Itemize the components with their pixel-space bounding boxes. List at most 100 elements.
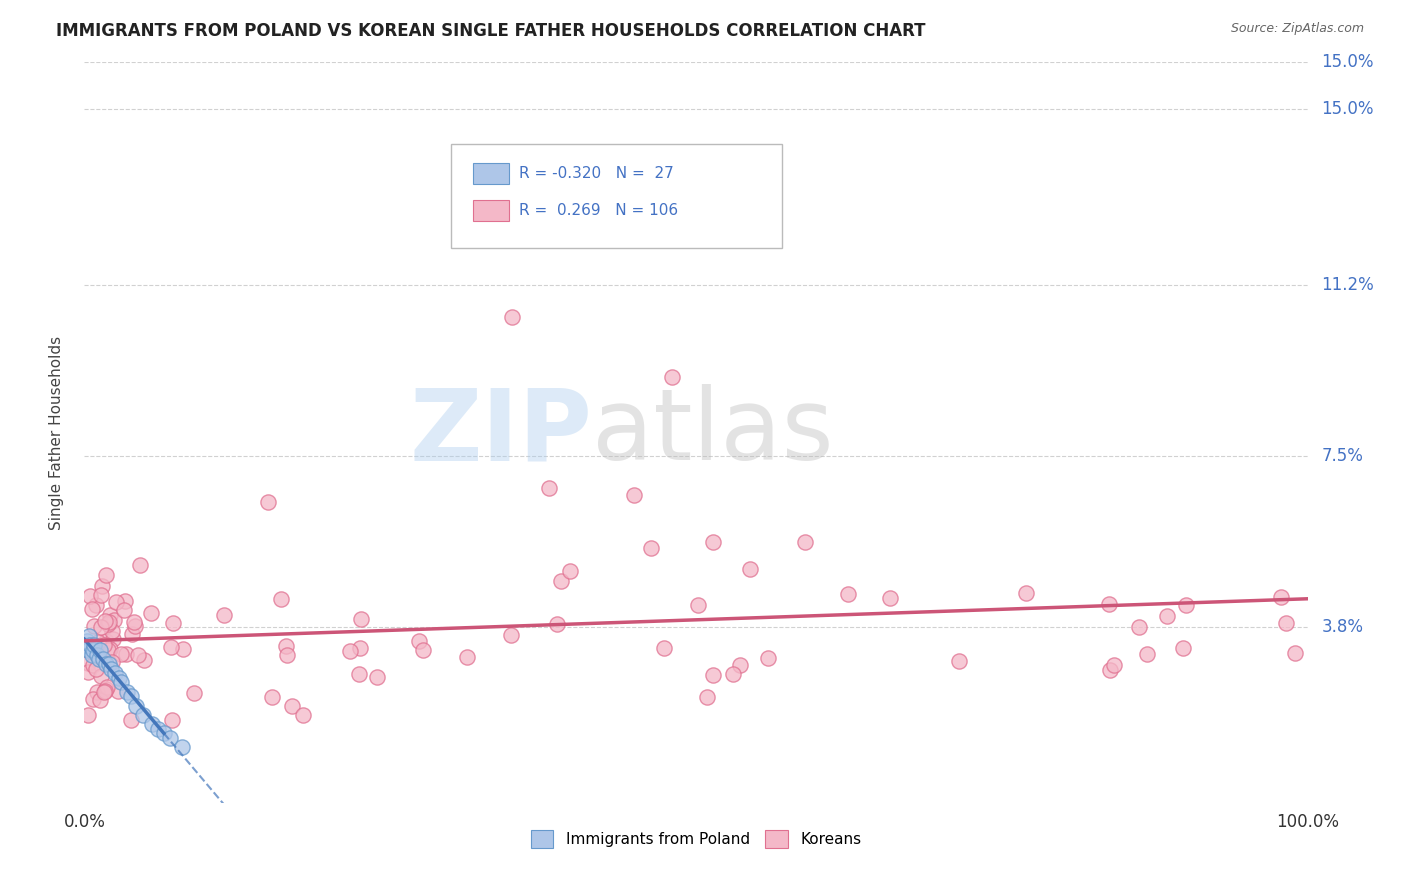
Point bbox=[349, 640, 371, 655]
FancyBboxPatch shape bbox=[474, 200, 509, 221]
Point bbox=[623, 488, 645, 502]
Point bbox=[270, 591, 292, 606]
Point bbox=[661, 370, 683, 384]
Point bbox=[1098, 598, 1121, 612]
FancyBboxPatch shape bbox=[474, 162, 509, 185]
Point bbox=[83, 619, 105, 633]
Point bbox=[77, 629, 100, 643]
Point bbox=[281, 698, 304, 713]
Point bbox=[948, 654, 970, 668]
Point bbox=[80, 602, 103, 616]
Point bbox=[84, 662, 107, 676]
Point bbox=[100, 662, 122, 676]
Point bbox=[153, 726, 176, 740]
Point bbox=[89, 693, 111, 707]
Point bbox=[879, 591, 901, 606]
Point bbox=[721, 667, 744, 681]
Point bbox=[702, 668, 724, 682]
Point bbox=[756, 650, 779, 665]
Point bbox=[640, 541, 662, 556]
Point bbox=[87, 635, 110, 649]
Point bbox=[499, 628, 522, 642]
Point bbox=[793, 535, 815, 549]
Point bbox=[98, 608, 121, 623]
Text: 11.2%: 11.2% bbox=[1322, 276, 1374, 293]
Point bbox=[550, 574, 572, 588]
Point bbox=[366, 670, 388, 684]
Point bbox=[110, 647, 132, 661]
Point bbox=[1284, 646, 1306, 660]
Point bbox=[837, 587, 859, 601]
Point bbox=[546, 616, 568, 631]
Point bbox=[1171, 641, 1194, 656]
Text: 15.0%: 15.0% bbox=[1322, 100, 1374, 118]
Point bbox=[100, 624, 122, 639]
Text: Source: ZipAtlas.com: Source: ZipAtlas.com bbox=[1230, 22, 1364, 36]
Text: 7.5%: 7.5% bbox=[1322, 447, 1364, 465]
Point bbox=[172, 740, 194, 755]
Point bbox=[1274, 616, 1296, 631]
Point bbox=[159, 731, 181, 745]
Point bbox=[84, 598, 107, 612]
Point bbox=[1015, 586, 1038, 600]
Point bbox=[77, 708, 100, 723]
Point bbox=[120, 690, 142, 704]
Point bbox=[408, 634, 430, 648]
Point bbox=[1175, 598, 1198, 612]
Point bbox=[86, 685, 108, 699]
Text: R = -0.320   N =  27: R = -0.320 N = 27 bbox=[519, 166, 673, 181]
Point bbox=[100, 655, 122, 669]
Point bbox=[120, 713, 142, 727]
Point bbox=[183, 686, 205, 700]
Point bbox=[112, 603, 135, 617]
Point bbox=[257, 495, 280, 509]
Point bbox=[702, 534, 724, 549]
Point bbox=[412, 643, 434, 657]
Point bbox=[696, 690, 718, 705]
Legend: Immigrants from Poland, Koreans: Immigrants from Poland, Koreans bbox=[524, 823, 868, 855]
Point bbox=[75, 639, 97, 653]
Point bbox=[124, 619, 146, 633]
Point bbox=[139, 606, 162, 620]
Point bbox=[115, 685, 138, 699]
Point bbox=[688, 598, 710, 612]
Point bbox=[77, 665, 100, 680]
Point bbox=[456, 650, 478, 665]
Point bbox=[1270, 590, 1292, 604]
Point bbox=[79, 589, 101, 603]
Point bbox=[82, 658, 104, 673]
Point bbox=[87, 652, 110, 666]
Point bbox=[96, 568, 118, 582]
Point bbox=[76, 633, 98, 648]
Text: R =  0.269   N = 106: R = 0.269 N = 106 bbox=[519, 203, 678, 218]
Point bbox=[91, 652, 114, 666]
Point bbox=[160, 640, 183, 654]
Text: IMMIGRANTS FROM POLAND VS KOREAN SINGLE FATHER HOUSEHOLDS CORRELATION CHART: IMMIGRANTS FROM POLAND VS KOREAN SINGLE … bbox=[56, 22, 925, 40]
Point bbox=[502, 310, 524, 324]
Y-axis label: Single Father Households: Single Father Households bbox=[49, 335, 63, 530]
Point bbox=[83, 639, 105, 653]
Point bbox=[1156, 608, 1178, 623]
Point bbox=[107, 671, 129, 685]
Point bbox=[538, 481, 561, 495]
Point bbox=[79, 639, 101, 653]
Point bbox=[127, 648, 149, 662]
Point bbox=[347, 666, 370, 681]
Point bbox=[94, 633, 117, 648]
Point bbox=[107, 684, 129, 698]
Point bbox=[1128, 620, 1150, 634]
FancyBboxPatch shape bbox=[451, 144, 782, 247]
Point bbox=[90, 588, 112, 602]
Point bbox=[110, 675, 132, 690]
Point bbox=[162, 713, 184, 727]
Point bbox=[96, 657, 118, 671]
Point bbox=[91, 579, 114, 593]
Point bbox=[1136, 647, 1159, 661]
Point bbox=[276, 648, 298, 662]
Point bbox=[560, 564, 582, 578]
Point bbox=[82, 692, 104, 706]
Point bbox=[122, 615, 145, 629]
Point bbox=[121, 627, 143, 641]
Point bbox=[93, 615, 115, 629]
Point bbox=[77, 643, 100, 657]
